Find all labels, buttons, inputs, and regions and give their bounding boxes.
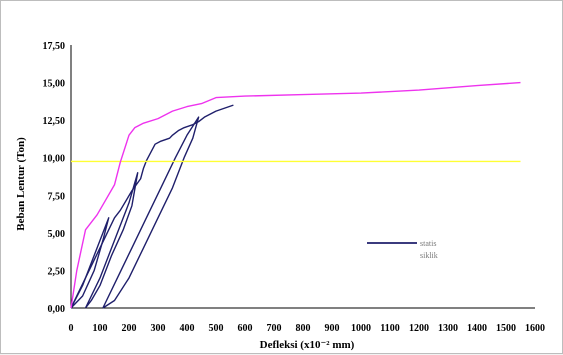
axes bbox=[70, 45, 535, 309]
x-tick-label: 700 bbox=[267, 323, 282, 334]
y-tick-labels: 0,00 2,50 5,00 7,50 10,00 12,50 15,00 17,50 bbox=[43, 41, 66, 315]
legend-label-siklik: siklik bbox=[420, 251, 438, 260]
x-tick-label: 800 bbox=[296, 323, 311, 334]
y-tick-label: 5,00 bbox=[48, 229, 66, 240]
y-tick-label: 0,00 bbox=[48, 304, 66, 315]
y-tick-label: 2,50 bbox=[48, 266, 66, 277]
x-tick-label: 1300 bbox=[438, 323, 458, 334]
x-tick-label: 500 bbox=[209, 323, 224, 334]
series-line-envelope bbox=[70, 81, 521, 309]
x-tick-labels: 0 100 200 300 400 500 600 700 800 900 1000 1100 1200… bbox=[69, 323, 546, 334]
x-tick-label: 400 bbox=[180, 323, 195, 334]
x-tick-label: 1100 bbox=[380, 323, 399, 334]
series-line-siklik-3 bbox=[102, 116, 200, 309]
y-tick-label: 17,50 bbox=[43, 41, 66, 52]
legend: statis siklik bbox=[367, 239, 438, 260]
y-tick-label: 7,50 bbox=[48, 191, 66, 202]
x-tick-label: 1400 bbox=[467, 323, 487, 334]
legend-label-statis: statis bbox=[420, 239, 436, 248]
x-axis-title: Defleksi (x10⁻² mm) bbox=[260, 339, 355, 351]
y-tick-label: 12,50 bbox=[43, 116, 66, 127]
x-tick-label: 900 bbox=[325, 323, 340, 334]
y-tick-label: 10,00 bbox=[43, 154, 66, 165]
x-tick-label: 600 bbox=[238, 323, 253, 334]
x-tick-label: 1600 bbox=[525, 323, 545, 334]
series-line-siklik-2 bbox=[84, 172, 139, 309]
x-tick-label: 100 bbox=[93, 323, 108, 334]
x-tick-label: 1500 bbox=[496, 323, 516, 334]
x-tick-label: 1200 bbox=[409, 323, 429, 334]
series-layer bbox=[70, 81, 521, 309]
x-tick-label: 1000 bbox=[351, 323, 371, 334]
x-tick-label: 200 bbox=[122, 323, 137, 334]
y-tick-label: 15,00 bbox=[43, 79, 66, 90]
x-tick-label: 300 bbox=[151, 323, 166, 334]
y-axis-title: Beban Lentur (Ton) bbox=[15, 137, 27, 231]
series-line-siklik-1 bbox=[70, 217, 110, 309]
x-tick-label: 0 bbox=[69, 323, 74, 334]
